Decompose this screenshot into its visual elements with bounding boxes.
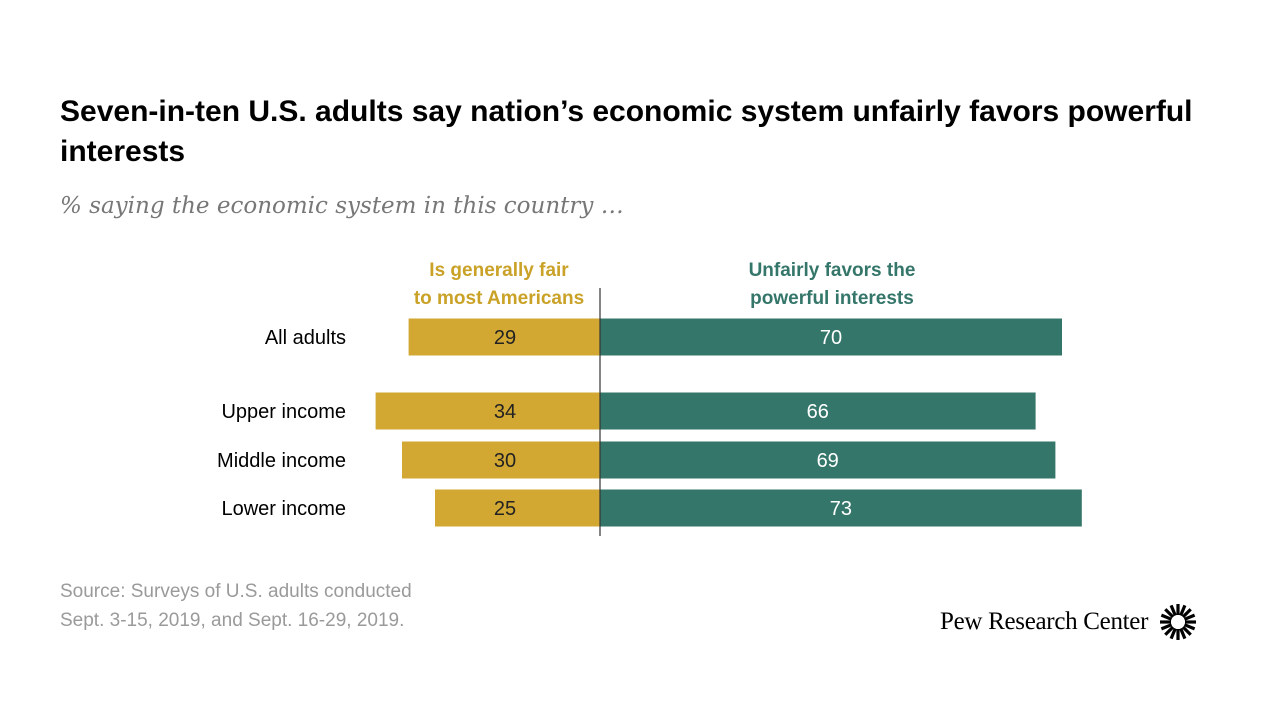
source-line-1: Source: Surveys of U.S. adults conducted [60,581,412,602]
bar-fair-all-adults [408,318,600,356]
brand: Pew Research Center [940,604,1198,640]
chart-title: Seven-in-ten U.S. adults say nation’s ec… [60,95,1193,168]
bar-unfair-lower-income [600,489,1082,527]
value-label-fair-lower-income: 25 [494,498,516,520]
sunburst-icon [1160,604,1197,640]
sunburst-ray [1160,623,1173,631]
sunburst-ray [1160,613,1173,621]
sunburst-ray [1181,608,1192,619]
series-label-unfair-line-1: Unfairly favors the [749,260,916,281]
bar-unfair-middle-income [600,441,1056,479]
sunburst-ray [1183,613,1196,621]
sunburst-ray [1164,608,1175,619]
sunburst-ray [1181,625,1192,636]
category-label-all-adults: All adults [265,327,346,349]
sunburst-ray [1164,625,1175,636]
category-label-upper-income: Upper income [221,401,346,423]
sunburst-ray [1169,604,1177,617]
brand-name: Pew Research Center [940,608,1149,635]
series-label-fair-line-2: to most Americans [414,288,584,309]
value-label-unfair-upper-income: 66 [807,401,829,423]
series-label-unfair-line-2: powerful interests [750,288,914,309]
series-label-fair-line-1: Is generally fair [429,260,569,281]
bar-fair-lower-income [435,489,600,527]
category-label-middle-income: Middle income [217,450,346,472]
bar-fair-middle-income [402,441,600,479]
value-label-unfair-all-adults: 70 [820,327,842,349]
value-label-unfair-middle-income: 69 [817,450,839,472]
source-note: Source: Surveys of U.S. adults conducted… [60,577,412,635]
value-label-unfair-lower-income: 73 [830,498,852,520]
chart-subtitle: % saying the economic system in this cou… [60,193,624,219]
sunburst-ray [1179,604,1187,617]
bar-unfair-all-adults [600,318,1062,356]
sunburst-ray [1183,623,1196,631]
bar-unfair-upper-income [600,392,1036,430]
sunburst-ray [1179,627,1187,640]
bar-fair-upper-income [375,392,600,430]
value-label-fair-upper-income: 34 [494,401,516,423]
value-label-fair-middle-income: 30 [494,450,516,472]
source-line-2: Sept. 3-15, 2019, and Sept. 16-29, 2019. [60,610,405,631]
sunburst-ray [1169,627,1177,640]
value-label-fair-all-adults: 29 [494,327,516,349]
category-label-lower-income: Lower income [221,498,346,520]
